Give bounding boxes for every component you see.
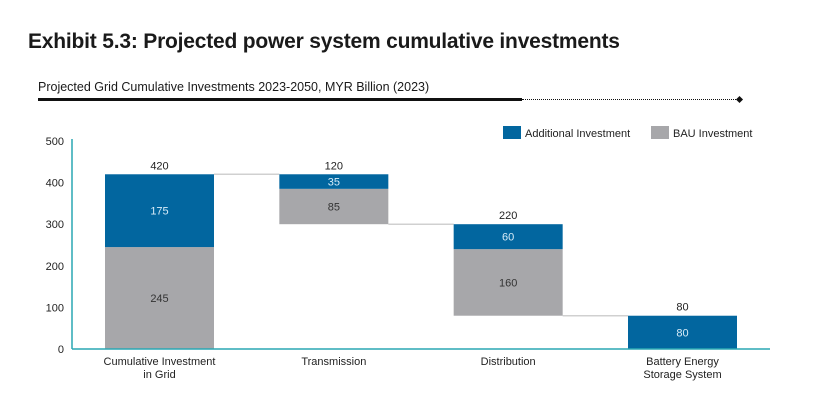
connector-lines (214, 173, 628, 317)
y-tick-label: 200 (46, 261, 64, 273)
bar-segment-bau (453, 249, 563, 316)
additional-value-label: 60 (502, 232, 514, 244)
bar-group: 85 35 120 (279, 160, 389, 225)
x-category-label: Battery Energy (646, 356, 719, 368)
legend-label-bau: BAU Investment (673, 128, 752, 140)
bau-value-label: 245 (150, 293, 168, 305)
x-category-label: in Grid (143, 369, 175, 381)
bar-segment-bau (279, 188, 389, 225)
subtitle-rule-dotted (522, 99, 738, 100)
additional-value-label: 80 (676, 327, 688, 339)
bar-segment-additional (453, 224, 563, 250)
legend-label-additional: Additional Investment (525, 128, 630, 140)
bar-group: 80 80 (628, 302, 737, 349)
subtitle-rule-solid (38, 98, 522, 101)
y-tick-label: 500 (46, 136, 64, 148)
bars: 245 175 420 85 35 120 160 60 220 80 80 (105, 160, 737, 349)
exhibit-title: Exhibit 5.3: Projected power system cumu… (28, 30, 620, 53)
total-value-label: 80 (676, 302, 688, 314)
additional-value-label: 35 (328, 177, 340, 189)
bar-group: 245 175 420 (105, 160, 214, 349)
x-category-label: Transmission (301, 356, 366, 368)
axes (71, 139, 770, 350)
x-category-label: Distribution (481, 356, 536, 368)
legend-swatch-additional (503, 126, 521, 139)
total-value-label: 220 (499, 210, 517, 222)
bar-segment-additional (105, 174, 214, 248)
bar-segment-additional (628, 315, 737, 349)
bar-segment-additional (279, 174, 389, 189)
y-tick-label: 0 (58, 344, 64, 356)
chart-subtitle: Projected Grid Cumulative Investments 20… (38, 80, 430, 94)
x-category-label: Cumulative Investment (104, 356, 216, 368)
x-category-label: Storage System (643, 369, 721, 381)
total-value-label: 420 (150, 160, 168, 172)
y-axis-ticks: 0 100 200 300 400 500 (46, 136, 64, 356)
additional-value-label: 175 (150, 206, 168, 218)
total-value-label: 120 (325, 160, 343, 172)
y-tick-label: 400 (46, 178, 64, 190)
chart-legend: Additional Investment BAU Investment (503, 126, 752, 140)
legend-swatch-bau (651, 126, 669, 139)
y-tick-label: 100 (46, 302, 64, 314)
bar-segment-bau (105, 247, 214, 349)
bau-value-label: 160 (499, 277, 517, 289)
bau-value-label: 85 (328, 202, 340, 214)
bar-group: 160 60 220 (453, 210, 563, 316)
y-tick-label: 300 (46, 219, 64, 231)
